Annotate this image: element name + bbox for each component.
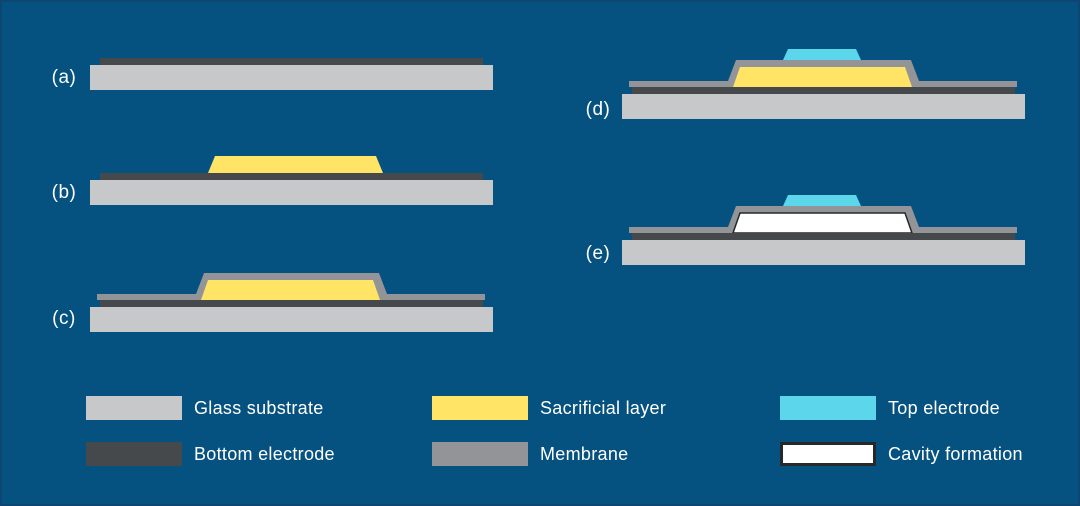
glass-substrate-layer: [90, 307, 493, 332]
bottom-electrode-layer: [632, 87, 1015, 94]
glass-substrate-layer: [622, 240, 1025, 265]
top-electrode-swatch: [780, 396, 876, 420]
bottom-electrode-swatch-rect: [86, 442, 182, 466]
glass-substrate-layer: [90, 65, 493, 90]
top-electrode-layer: [783, 195, 861, 206]
membrane-swatch: [432, 442, 528, 466]
legend-item-top-electrode: Top electrode: [780, 396, 1000, 420]
glass-substrate-swatch-rect: [86, 396, 182, 420]
sacrificial-layer: [733, 67, 912, 87]
top-electrode-layer: [783, 49, 861, 60]
cavity-formation-swatch: [780, 442, 876, 466]
legend-label: Glass substrate: [194, 397, 324, 418]
legend-item-cavity-formation: Cavity formation: [780, 442, 1023, 466]
step-c-diagram: [90, 273, 493, 332]
sacrificial-layer: [208, 156, 383, 173]
bottom-electrode-layer: [100, 300, 483, 307]
step-e-label: (e): [585, 243, 611, 264]
legend-item-bottom-electrode: Bottom electrode: [86, 442, 335, 466]
step-a-label: (a): [51, 67, 77, 88]
step-a-diagram: [90, 58, 493, 90]
sacrificial-layer: [201, 280, 380, 300]
legend-item-membrane: Membrane: [432, 442, 628, 466]
glass-substrate-layer: [90, 180, 493, 205]
step-c-label: (c): [52, 308, 76, 329]
step-b-diagram: [90, 156, 493, 205]
step-d-label: (d): [585, 99, 611, 120]
sacrificial-layer-swatch: [432, 396, 528, 420]
bottom-electrode-layer: [100, 58, 483, 65]
sacrificial-layer-swatch-rect: [432, 396, 528, 420]
legend-label: Sacrificial layer: [540, 397, 667, 418]
membrane-swatch-rect: [432, 442, 528, 466]
glass-substrate-layer: [622, 94, 1025, 119]
legend-label: Top electrode: [888, 397, 1000, 418]
legend-label: Cavity formation: [888, 443, 1023, 464]
cavity-formation-swatch-rect: [780, 442, 876, 466]
glass-substrate-swatch: [86, 396, 182, 420]
bottom-electrode-layer: [632, 233, 1015, 240]
step-e-diagram: [622, 195, 1025, 265]
legend-label: Bottom electrode: [194, 443, 335, 464]
legend-item-sacrificial-layer: Sacrificial layer: [432, 396, 666, 420]
bottom-electrode-layer: [100, 173, 483, 180]
legend-item-glass-substrate: Glass substrate: [86, 396, 324, 420]
legend-label: Membrane: [540, 443, 629, 464]
top-electrode-swatch-rect: [780, 396, 876, 420]
bottom-electrode-swatch: [86, 442, 182, 466]
step-d-diagram: [622, 49, 1025, 119]
cavity-layer: [731, 212, 914, 234]
step-b-label: (b): [51, 182, 77, 203]
